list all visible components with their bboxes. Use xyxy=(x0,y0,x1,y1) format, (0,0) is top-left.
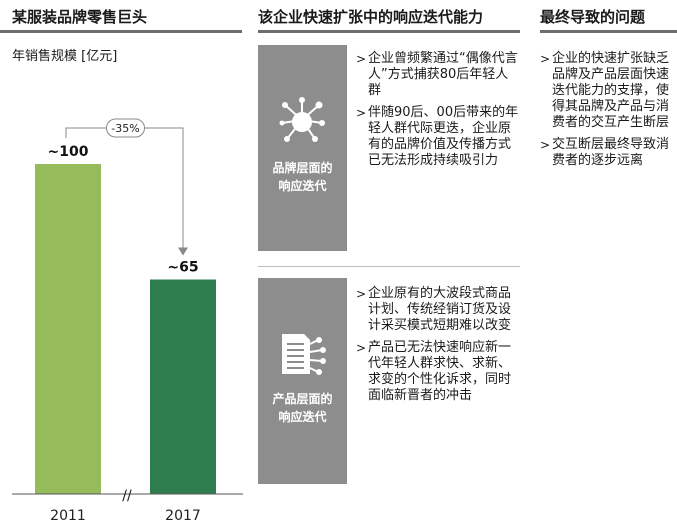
product-bullet: 企业原有的大波段式商品计划、传统经销订货及设计采买模式短期难以改变 xyxy=(356,286,520,334)
bar-value-label: ~100 xyxy=(48,144,89,160)
issue-bullet: 交互断层最终导致消费者的逐步远离 xyxy=(540,137,674,169)
network-hub-icon xyxy=(279,97,325,142)
axis-break-mark: // xyxy=(122,488,132,504)
x-tick-label: 2017 xyxy=(165,508,201,522)
header-rule-2 xyxy=(258,30,520,33)
process-flow-icon xyxy=(282,334,326,375)
product-panel: 产品层面的 响应迭代 xyxy=(258,278,347,484)
brand-bullet-list: 企业曾频繁通过“偶像代言人”方式捕获80后年轻人群 伴随90后、00后带来的年轻… xyxy=(356,51,520,175)
bar xyxy=(150,279,216,494)
panel-divider xyxy=(258,266,520,267)
brand-panel-label-1: 品牌层面的 xyxy=(272,161,333,175)
product-bullet: 产品已无法快速响应新一代年轻人群求快、求新、求变的个性化诉求，同时面临新晋者的冲… xyxy=(356,340,520,404)
capability-section-title: 该企业快速扩张中的响应迭代能力 xyxy=(258,8,484,26)
change-badge xyxy=(106,118,145,138)
x-tick-label: 2011 xyxy=(50,508,86,522)
bar-value-label: ~65 xyxy=(167,260,198,276)
chart-section-title: 某服装品牌零售巨头 xyxy=(12,8,148,26)
change-arrowhead xyxy=(178,247,188,256)
brand-panel-label-2: 响应迭代 xyxy=(278,179,327,193)
product-bullet-list: 企业原有的大波段式商品计划、传统经销订货及设计采买模式短期难以改变 产品已无法快… xyxy=(356,286,520,410)
brand-panel: 品牌层面的 响应迭代 xyxy=(258,45,347,251)
issues-bullet-list: 企业的快速扩张缺乏品牌及产品层面快速迭代能力的支撑，使得其品牌及产品与消费者的交… xyxy=(540,51,674,175)
change-label: -35% xyxy=(111,122,139,135)
brand-bullet: 企业曾频繁通过“偶像代言人”方式捕获80后年轻人群 xyxy=(356,51,520,99)
product-panel-label-1: 产品层面的 xyxy=(272,392,333,406)
bar xyxy=(35,164,101,494)
brand-bullet: 伴随90后、00后带来的年轻人群代际更迭，企业原有的品牌价值及传播方式已无法形成… xyxy=(356,105,520,169)
sales-bar-chart: ~100 2011 ~65 2017 // -35% xyxy=(12,118,243,522)
issues-section-title: 最终导致的问题 xyxy=(540,8,646,26)
issue-bullet: 企业的快速扩张缺乏品牌及产品层面快速迭代能力的支撑，使得其品牌及产品与消费者的交… xyxy=(540,51,674,131)
chart-unit-label: 年销售规模 [亿元] xyxy=(12,49,118,64)
header-rule-3 xyxy=(540,30,677,33)
product-panel-label-2: 响应迭代 xyxy=(278,410,327,424)
header-rule-1 xyxy=(0,30,242,33)
